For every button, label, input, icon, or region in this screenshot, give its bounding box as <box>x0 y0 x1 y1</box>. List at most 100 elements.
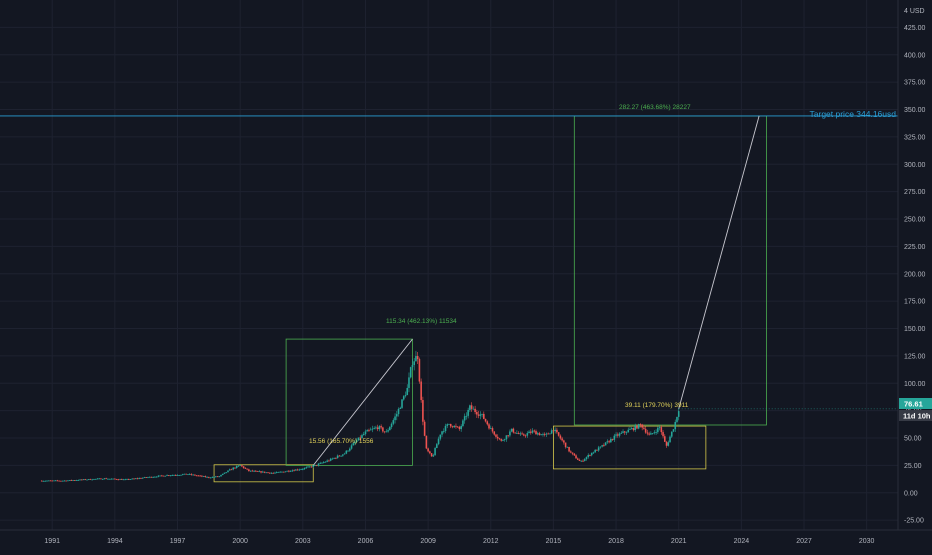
candle-down <box>578 459 581 462</box>
candle-down <box>523 434 525 436</box>
candle-up <box>385 431 388 433</box>
candle-down <box>70 480 73 481</box>
candle-down <box>643 427 645 429</box>
candle-up <box>630 428 633 430</box>
price-tick-label: 325.00 <box>904 134 926 141</box>
candle-up <box>171 475 174 476</box>
candle-up <box>180 474 182 476</box>
time-tick-label: 2006 <box>358 538 374 545</box>
time-axis-panel[interactable] <box>0 530 932 550</box>
candle-down <box>449 423 452 427</box>
candle-up <box>650 433 652 435</box>
candle-up <box>618 433 621 436</box>
candle-down <box>524 435 527 437</box>
candle-up <box>122 479 125 481</box>
candle-up <box>469 405 471 410</box>
candle-up <box>676 416 678 422</box>
candle-down <box>136 478 139 480</box>
candle-up <box>583 459 586 461</box>
candle-down <box>114 478 116 480</box>
candle-up <box>202 476 205 477</box>
candle-up <box>277 471 280 473</box>
candle-up <box>307 466 309 468</box>
candle-up <box>510 428 513 432</box>
candle-up <box>213 476 215 478</box>
candle-up <box>352 443 355 446</box>
candle-down <box>623 431 626 433</box>
annotation-green-2008: 115.34 (462.13%) 11534 <box>386 318 457 325</box>
time-tick-label: 2012 <box>483 538 499 545</box>
candle-down <box>423 421 426 436</box>
candle-up <box>119 479 121 480</box>
time-tick-label: 1994 <box>107 538 123 545</box>
candle-down <box>49 480 52 482</box>
candle-up <box>601 445 603 447</box>
candle-up <box>279 471 281 473</box>
candle-down <box>161 475 163 477</box>
annotation-green-projection: 282.27 (463.68%) 28227 <box>619 104 691 111</box>
candle-down <box>56 480 59 482</box>
candle-up <box>442 431 445 432</box>
candle-up <box>47 480 50 482</box>
candle-down <box>168 475 170 476</box>
time-tick-label: 2015 <box>546 538 562 545</box>
candle-down <box>382 427 384 432</box>
candle-up <box>634 425 637 431</box>
candle-down <box>557 432 560 436</box>
candle-down <box>570 451 572 453</box>
price-axis-panel[interactable] <box>898 0 932 530</box>
candle-down <box>512 428 515 433</box>
candle-down <box>533 430 536 432</box>
candle-up <box>402 396 405 400</box>
candle-down <box>641 424 643 428</box>
candle-down <box>603 445 605 447</box>
candle-up <box>75 480 78 481</box>
candle-up <box>667 442 670 446</box>
candle-up <box>77 480 80 481</box>
candle-up <box>221 473 224 475</box>
candle-up <box>373 428 375 429</box>
candle-down <box>483 413 485 419</box>
price-tick-label: 100.00 <box>904 381 926 388</box>
candle-down <box>241 465 243 467</box>
candle-up <box>206 476 208 478</box>
candle-up <box>46 480 48 482</box>
price-tick-label: 400.00 <box>904 52 926 59</box>
candle-down <box>660 427 663 433</box>
candle-up <box>61 480 64 482</box>
candle-up <box>261 471 264 473</box>
candle-up <box>441 431 443 435</box>
time-tick-label: 2000 <box>232 538 248 545</box>
candle-down <box>427 448 429 452</box>
candle-up <box>305 467 308 469</box>
candle-down <box>556 429 558 433</box>
candle-down <box>105 478 107 480</box>
currency-label[interactable]: 4 USD <box>904 8 925 15</box>
candle-up <box>308 466 311 468</box>
candle-up <box>187 474 189 476</box>
candle-up <box>138 478 141 479</box>
candle-up <box>590 452 593 456</box>
candle-down <box>359 437 362 439</box>
price-tick-label: 50.00 <box>904 436 922 443</box>
candle-up <box>670 431 673 437</box>
candle-up <box>549 433 551 435</box>
candle-up <box>94 478 97 480</box>
candle-up <box>321 462 323 464</box>
candle-down <box>185 473 188 475</box>
time-ticks: 1991 1994 1997 2000 2003 2006 2009 2012 2015 2018… <box>44 538 874 545</box>
yellow-range-box <box>553 425 707 470</box>
candle-down <box>255 470 257 472</box>
time-tick-label: 2009 <box>420 538 436 545</box>
candle-down <box>589 454 591 456</box>
candle-up <box>587 454 590 458</box>
candle-up <box>653 432 656 434</box>
candle-down <box>474 408 476 413</box>
candle-up <box>448 423 450 425</box>
candle-up <box>505 435 508 440</box>
candle-up <box>42 480 45 482</box>
candle-down <box>514 432 516 434</box>
candle-down <box>458 426 461 430</box>
